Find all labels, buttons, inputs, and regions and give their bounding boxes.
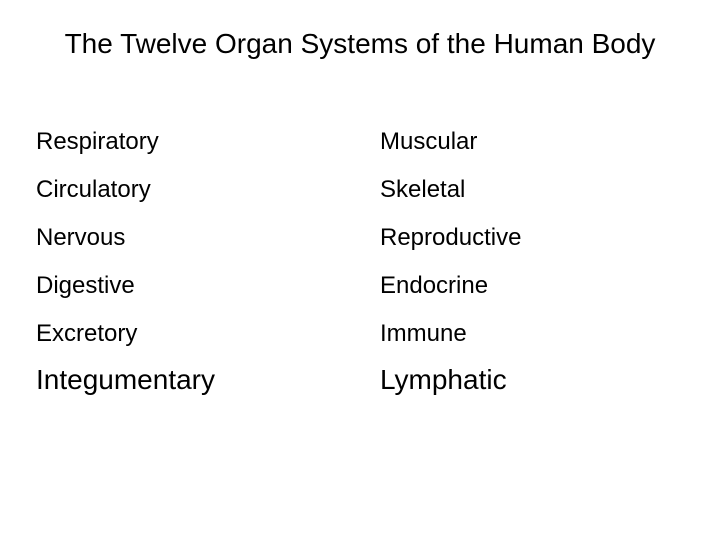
list-item: Muscular [380,130,684,154]
list-item: Skeletal [380,178,684,202]
right-column: Muscular Skeletal Reproductive Endocrine… [340,130,684,418]
list-item: Reproductive [380,226,684,250]
list-item: Nervous [36,226,340,250]
list-item: Endocrine [380,274,684,298]
slide: The Twelve Organ Systems of the Human Bo… [0,0,720,540]
left-column: Respiratory Circulatory Nervous Digestiv… [36,130,340,418]
list-item: Circulatory [36,178,340,202]
slide-title: The Twelve Organ Systems of the Human Bo… [0,28,720,60]
list-item: Integumentary [36,366,340,394]
list-item: Digestive [36,274,340,298]
list-item: Immune [380,322,684,346]
list-item: Lymphatic [380,366,684,394]
list-item: Excretory [36,322,340,346]
content-columns: Respiratory Circulatory Nervous Digestiv… [36,130,684,418]
list-item: Respiratory [36,130,340,154]
